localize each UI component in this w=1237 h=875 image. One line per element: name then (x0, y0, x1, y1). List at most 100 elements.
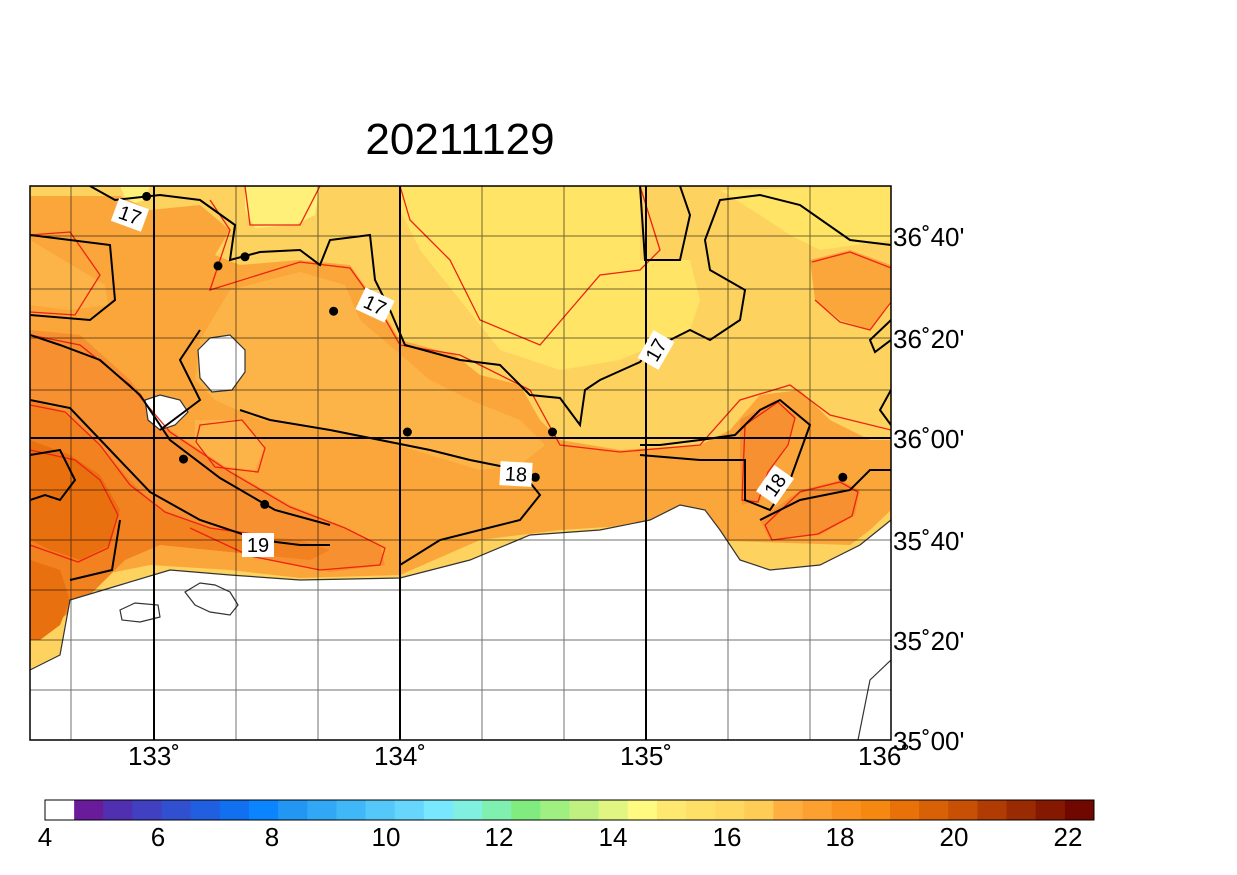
station-dot (329, 306, 339, 316)
land-oki-dozen (145, 395, 188, 430)
field-zone-195 (30, 400, 330, 640)
station-dot (530, 472, 540, 482)
contour-label-18: 18 (499, 461, 533, 487)
colorbar-swatch (1064, 800, 1095, 820)
colorbar-labels: 4 6 8 10 12 14 16 18 20 22 (38, 822, 1083, 852)
colorbar-swatch (598, 800, 629, 820)
colorbar-label: 4 (38, 822, 52, 852)
colorbar-swatch (860, 800, 891, 820)
colorbar-swatch (423, 800, 454, 820)
lat-label: 36˚40' (893, 222, 964, 252)
colorbar-label: 20 (940, 822, 969, 852)
colorbar-swatch (948, 800, 978, 820)
station-dot (179, 454, 188, 464)
field-zone-185 (740, 400, 795, 505)
colorbar-swatch (365, 800, 396, 820)
svg-text:18: 18 (504, 463, 527, 486)
colorbar-swatch (569, 800, 600, 820)
colorbar-swatch (715, 800, 745, 820)
colorbar-swatch (248, 800, 279, 820)
colorbar-swatch (482, 800, 512, 820)
colorbar-label: 22 (1054, 822, 1083, 852)
colorbar-swatch (831, 800, 862, 820)
colorbar-swatch (336, 800, 367, 820)
colorbar-swatch (278, 800, 308, 820)
latitude-axis: 36˚40' 36˚20' 36˚00' 35˚40' 35˚20' 35˚00… (893, 222, 964, 756)
colorbar-swatch (773, 800, 804, 820)
field-zone-18 (810, 250, 891, 330)
lon-label: 135˚ (620, 741, 672, 771)
station-dot (548, 427, 557, 437)
map-title: 20211129 (365, 115, 555, 164)
colorbar-label: 10 (372, 822, 401, 852)
lat-label: 35˚00' (893, 726, 964, 756)
land-oki-dogo (198, 335, 245, 392)
lon-label: 133˚ (128, 741, 180, 771)
colorbar-outline (44, 799, 1095, 821)
land-honshu (30, 505, 891, 740)
map-frame (29, 185, 892, 741)
colorbar-swatch (802, 800, 833, 820)
field-zone-16 (720, 186, 891, 250)
colorbar-swatch (132, 800, 163, 820)
colorbar-swatch (890, 800, 920, 820)
station-dot (402, 427, 412, 437)
field-zone-175 (195, 272, 545, 470)
field-zone-175 (195, 420, 265, 470)
land-coast-islet (120, 603, 160, 622)
coastline (30, 504, 891, 671)
colorbar-label: 12 (485, 822, 514, 852)
colorbar-swatch (394, 800, 425, 820)
lat-label: 36˚00' (893, 424, 964, 454)
colorbar-swatch (1006, 800, 1037, 820)
colorbar (44, 799, 1095, 821)
colorbar-swatch (540, 800, 570, 820)
colorbar-swatch (103, 800, 133, 820)
colorbar-swatch (1035, 800, 1066, 820)
contour-label-19: 19 (242, 533, 274, 557)
lon-label: 134˚ (374, 741, 426, 771)
colorbar-swatch (977, 800, 1008, 820)
station-dot (838, 472, 848, 482)
colorbar-swatch (744, 800, 774, 820)
colorbar-swatch (190, 800, 221, 820)
colorbar-swatch (74, 800, 104, 820)
lon-label: 136˚ (858, 741, 910, 771)
graticule-major (30, 186, 891, 740)
field-zone-20 (30, 560, 70, 640)
coastline (857, 659, 891, 740)
station-dot (213, 261, 223, 271)
station-dot (260, 499, 270, 509)
field-zone-16 (400, 186, 700, 370)
coastline (144, 394, 189, 431)
station-markers (142, 191, 848, 509)
colorbar-swatch (452, 800, 483, 820)
colorbar-swatch (656, 800, 687, 820)
colorbar-swatch (307, 800, 337, 820)
contour-label-17: 17 (110, 198, 150, 232)
colorbar-swatch (686, 800, 716, 820)
colorbar-swatch (45, 800, 75, 820)
field-zone-16b (245, 186, 320, 228)
longitude-axis: 133˚ 134˚ 135˚ 136˚ (128, 741, 910, 771)
coastline (119, 602, 161, 623)
colorbar-label: 6 (151, 822, 165, 852)
colorbar-swatch (219, 800, 250, 820)
colorbar-swatch (511, 800, 541, 820)
station-dot (240, 252, 250, 262)
colorbar-label: 18 (826, 822, 855, 852)
colorbar-swatch (161, 800, 192, 820)
colorbar-label: 8 (265, 822, 279, 852)
colorbar-label: 16 (713, 822, 742, 852)
lat-label: 35˚20' (893, 626, 964, 656)
station-dot (142, 191, 152, 201)
lat-label: 36˚20' (893, 324, 964, 354)
svg-text:19: 19 (247, 535, 269, 557)
field-zone-20 (30, 440, 120, 560)
colorbar-label: 14 (599, 822, 628, 852)
temperature-field: 17 17 17 18 18 19 (30, 186, 891, 740)
colorbar-swatch (919, 800, 949, 820)
coastline (184, 582, 239, 616)
land-shimane-peninsula (185, 583, 238, 615)
